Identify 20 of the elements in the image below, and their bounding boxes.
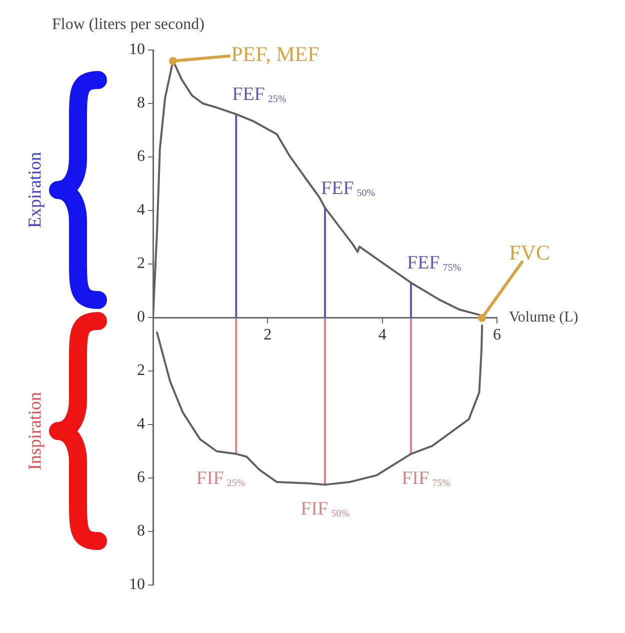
- y-tick-label: 2: [137, 255, 145, 272]
- y-axis-title: Flow (liters per second): [52, 16, 204, 33]
- y-tick-label: 8: [137, 522, 145, 540]
- y-tick-label: 2: [137, 362, 145, 380]
- x-tick-label: 6: [493, 326, 501, 344]
- annotation: PEF, MEF: [231, 42, 320, 66]
- y-tick-label: 0: [137, 308, 145, 326]
- y-tick-label: 4: [137, 416, 145, 433]
- x-tick-label: 2: [264, 326, 272, 344]
- x-axis-title: Volume (L): [509, 309, 578, 326]
- x-tick-label: 4: [378, 326, 386, 344]
- text: Inspiration: [24, 392, 45, 470]
- text: Expiration: [24, 152, 45, 228]
- y-tick-label: 10: [129, 576, 145, 594]
- y-tick-label: 6: [137, 148, 145, 166]
- y-tick-label: 10: [129, 41, 145, 58]
- y-tick-label: 8: [137, 94, 145, 112]
- annotation: FVC: [509, 240, 550, 264]
- y-tick-label: 6: [137, 469, 145, 486]
- y-tick-label: 4: [137, 202, 145, 219]
